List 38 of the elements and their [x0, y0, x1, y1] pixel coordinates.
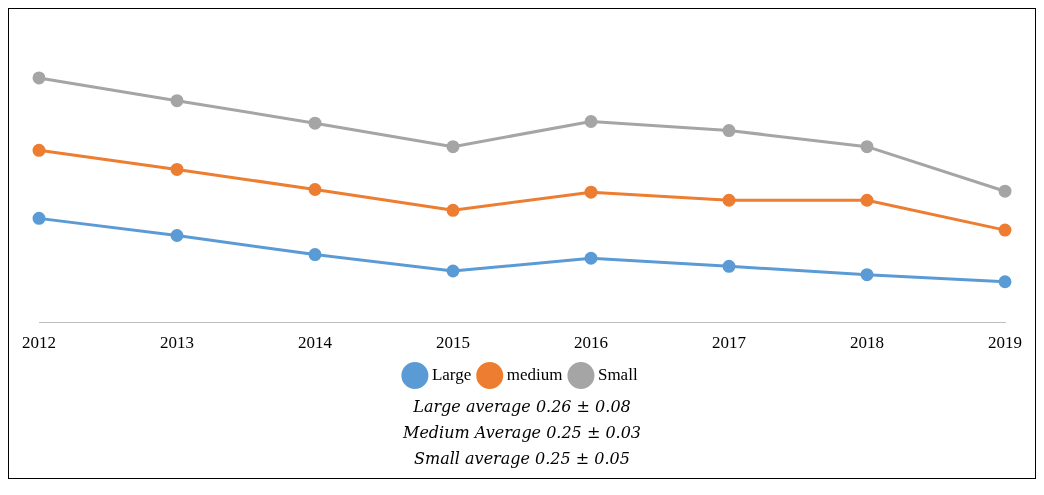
point [446, 140, 460, 154]
x-tick-label: 2012 [22, 333, 56, 353]
x-tick-label: 2016 [574, 333, 608, 353]
legend-label: medium [506, 364, 563, 384]
point [32, 211, 46, 225]
x-tick-label: 2019 [988, 333, 1022, 353]
point [170, 229, 184, 242]
point [32, 71, 46, 85]
point [308, 183, 322, 196]
point [170, 94, 184, 108]
point [860, 140, 874, 154]
text: Small average 0.25 ± 0.05 [413, 448, 631, 470]
point [308, 116, 322, 130]
x-tick-label: 2014 [298, 333, 333, 353]
point [170, 162, 184, 176]
point [998, 184, 1012, 198]
point [446, 264, 460, 278]
point [446, 203, 460, 217]
point [998, 223, 1012, 237]
point [722, 259, 736, 273]
point [584, 251, 598, 265]
point [722, 193, 736, 207]
x-tick-label: 2013 [160, 333, 194, 353]
x-tick-label: 2015 [436, 333, 470, 353]
x-tick-label: 2018 [850, 333, 884, 353]
x-tick-label: 2017 [712, 333, 747, 353]
point [998, 275, 1012, 289]
point [308, 248, 322, 262]
point [32, 143, 46, 157]
legend-label: Large [431, 364, 472, 384]
legend-label: Small [597, 364, 638, 384]
point [722, 124, 736, 138]
point [584, 185, 598, 199]
point [584, 114, 598, 128]
text: Large average 0.26 ± 0.08 [412, 396, 632, 418]
point [860, 268, 874, 282]
point [860, 193, 874, 207]
text: Medium Average 0.25 ± 0.03 [402, 422, 642, 444]
